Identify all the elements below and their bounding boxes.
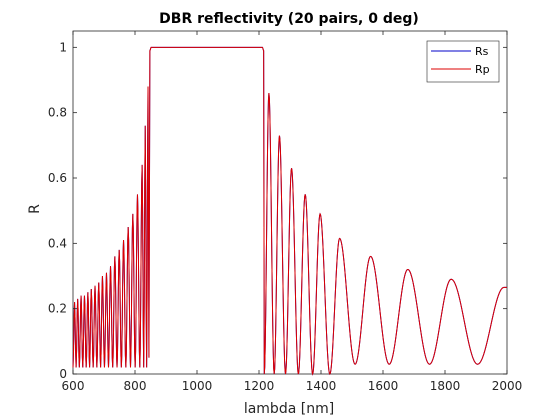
x-axis-ticks: 600 800 1000 1200 1400 1600 1800 2000: [62, 31, 523, 393]
y-tick-label: 0.8: [48, 106, 67, 120]
y-tick-label: 0.4: [48, 236, 67, 250]
x-axis-label: lambda [nm]: [244, 401, 334, 417]
series-line-rp: [72, 46, 507, 376]
x-tick-label: 1400: [306, 379, 337, 393]
x-tick-label: 2000: [492, 379, 523, 393]
x-tick-label: 800: [124, 379, 147, 393]
y-axis-label: R: [27, 204, 43, 214]
legend-label-rp: Rp: [475, 63, 490, 76]
legend-box: [426, 40, 500, 83]
y-tick-label: 0.6: [48, 171, 67, 185]
x-tick-label: 1000: [182, 379, 213, 393]
x-tick-label: 1600: [368, 379, 399, 393]
x-tick-label: 1200: [244, 379, 275, 393]
x-tick-label: 1800: [430, 379, 461, 393]
y-tick-label: 0.2: [48, 302, 67, 316]
legend: Rs Rp: [426, 40, 500, 83]
chart-title: DBR reflectivity (20 pairs, 0 deg): [159, 11, 419, 27]
legend-label-rs: Rs: [475, 45, 489, 58]
x-tick-label: 600: [62, 379, 85, 393]
plot-area: [72, 30, 508, 376]
y-axis-ticks: 0 0.2 0.4 0.6 0.8 1: [48, 40, 507, 381]
y-tick-label: 0: [59, 367, 67, 381]
y-tick-label: 1: [59, 40, 67, 54]
